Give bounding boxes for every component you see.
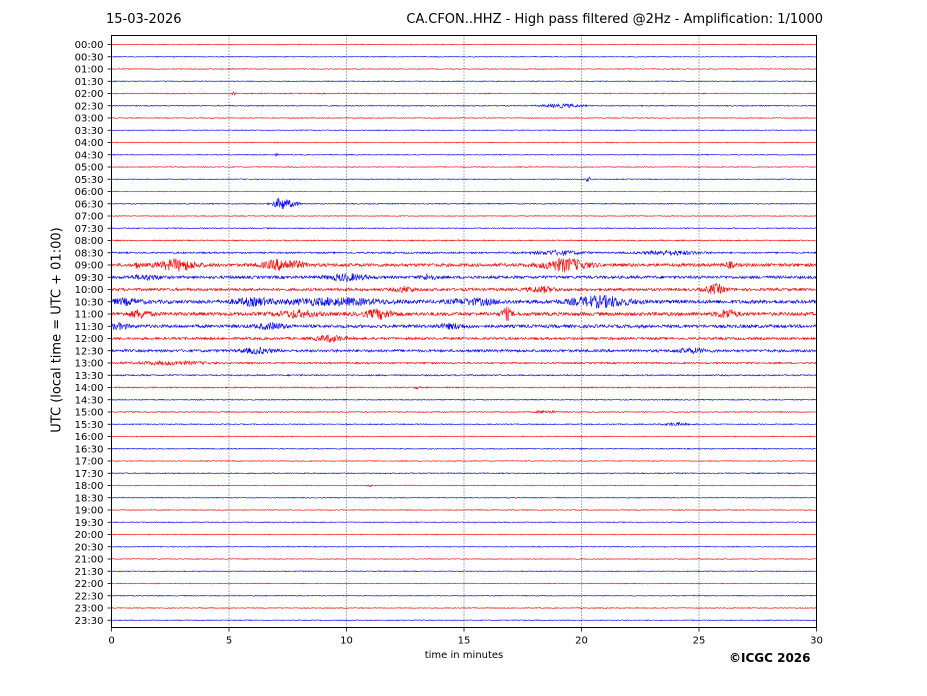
y-tick-label: 13:30 bbox=[75, 371, 104, 382]
trace-0500 bbox=[111, 166, 817, 168]
y-tick-label: 18:30 bbox=[75, 493, 104, 504]
trace-0230 bbox=[111, 102, 817, 109]
y-tick-label: 14:00 bbox=[75, 383, 104, 394]
x-tick-label: 5 bbox=[226, 636, 232, 647]
y-tick-label: 01:30 bbox=[75, 77, 104, 88]
x-tick-label: 15 bbox=[458, 636, 471, 647]
trace-2100 bbox=[111, 558, 817, 560]
y-tick-label: 00:30 bbox=[75, 52, 104, 63]
y-tick-label: 07:00 bbox=[75, 212, 104, 223]
y-tick-label: 17:00 bbox=[75, 457, 104, 468]
trace-2300 bbox=[111, 607, 817, 609]
y-tick-label: 05:30 bbox=[75, 175, 104, 186]
vertical-gridlines bbox=[228, 35, 700, 628]
trace-1430 bbox=[111, 398, 817, 401]
y-tick-label: 10:30 bbox=[75, 297, 104, 308]
y-tick-label: 13:00 bbox=[75, 359, 104, 370]
y-tick-label: 23:30 bbox=[75, 616, 104, 627]
x-tick-label: 10 bbox=[340, 636, 353, 647]
y-tick-label: 09:30 bbox=[75, 273, 104, 284]
y-tick-label: 18:00 bbox=[75, 481, 104, 492]
y-tick-label: 16:30 bbox=[75, 444, 104, 455]
trace-1130 bbox=[111, 321, 817, 331]
y-tick-label: 06:00 bbox=[75, 187, 104, 198]
x-tick-label: 30 bbox=[810, 636, 823, 647]
y-tick-label: 19:30 bbox=[75, 518, 104, 529]
y-tick-label: 20:00 bbox=[75, 530, 104, 541]
trace-0830 bbox=[111, 249, 817, 257]
x-tick-label: 20 bbox=[575, 636, 588, 647]
trace-1500 bbox=[111, 409, 817, 414]
y-tick-label: 15:30 bbox=[75, 420, 104, 431]
trace-1730 bbox=[111, 472, 817, 475]
y-tick-label: 11:00 bbox=[75, 310, 104, 321]
x-tick-label: 25 bbox=[693, 636, 706, 647]
y-tick-label: 02:00 bbox=[75, 89, 104, 100]
y-tick-label: 03:30 bbox=[75, 126, 104, 137]
trace-0300 bbox=[111, 117, 817, 119]
trace-2200 bbox=[111, 582, 817, 585]
y-tick-label: 21:00 bbox=[75, 555, 104, 566]
y-tick-label: 03:00 bbox=[75, 114, 104, 125]
y-tick-label: 08:30 bbox=[75, 248, 104, 259]
trace-2330 bbox=[111, 619, 817, 622]
trace-0330 bbox=[111, 129, 817, 132]
trace-0930 bbox=[111, 273, 817, 282]
trace-0400 bbox=[111, 141, 817, 144]
y-tick-label: 06:30 bbox=[75, 199, 104, 210]
chart-title: CA.CFON..HHZ - High pass filtered @2Hz -… bbox=[406, 12, 823, 27]
y-tick-label: 09:00 bbox=[75, 261, 104, 272]
y-tick-label: 12:00 bbox=[75, 334, 104, 345]
x-axis-label: time in minutes bbox=[424, 650, 504, 661]
y-tick-label: 22:00 bbox=[75, 579, 104, 590]
y-tick-label: 21:30 bbox=[75, 567, 104, 578]
y-tick-label: 08:00 bbox=[75, 236, 104, 247]
y-tick-label: 01:00 bbox=[75, 65, 104, 76]
y-tick-label: 22:30 bbox=[75, 591, 104, 602]
y-tick-label: 07:30 bbox=[75, 224, 104, 235]
date-label: 15-03-2026 bbox=[106, 12, 182, 27]
y-tick-label: 04:30 bbox=[75, 150, 104, 161]
y-tick-label: 19:00 bbox=[75, 506, 104, 517]
trace-0530 bbox=[111, 176, 817, 183]
y-tick-label: 04:00 bbox=[75, 138, 104, 149]
x-axis-ticks: 0 5 10 15 20 25 30 bbox=[108, 627, 823, 647]
y-tick-label: 05:00 bbox=[75, 163, 104, 174]
y-tick-label: 16:00 bbox=[75, 432, 104, 443]
y-tick-label: 15:00 bbox=[75, 408, 104, 419]
y-tick-label: 12:30 bbox=[75, 346, 104, 357]
trace-0430 bbox=[111, 152, 817, 157]
y-tick-label: 14:30 bbox=[75, 395, 104, 406]
trace-1630 bbox=[111, 447, 817, 450]
plot-frame bbox=[111, 35, 817, 628]
x-tick-label: 0 bbox=[108, 636, 114, 647]
copyright-label: ©ICGC 2026 bbox=[729, 651, 811, 665]
trace-1600 bbox=[111, 435, 817, 438]
trace-2130 bbox=[111, 570, 817, 573]
y-tick-label: 10:00 bbox=[75, 285, 104, 296]
y-tick-label: 20:30 bbox=[75, 542, 104, 553]
trace-1000 bbox=[111, 283, 817, 295]
trace-1530 bbox=[111, 421, 817, 427]
trace-2230 bbox=[111, 594, 817, 597]
y-tick-label: 02:30 bbox=[75, 101, 104, 112]
trace-1700 bbox=[111, 460, 817, 462]
y-tick-label: 23:00 bbox=[75, 604, 104, 615]
y-tick-label: 00:00 bbox=[75, 40, 104, 51]
y-tick-label: 17:30 bbox=[75, 469, 104, 480]
y-tick-label: 11:30 bbox=[75, 322, 104, 333]
